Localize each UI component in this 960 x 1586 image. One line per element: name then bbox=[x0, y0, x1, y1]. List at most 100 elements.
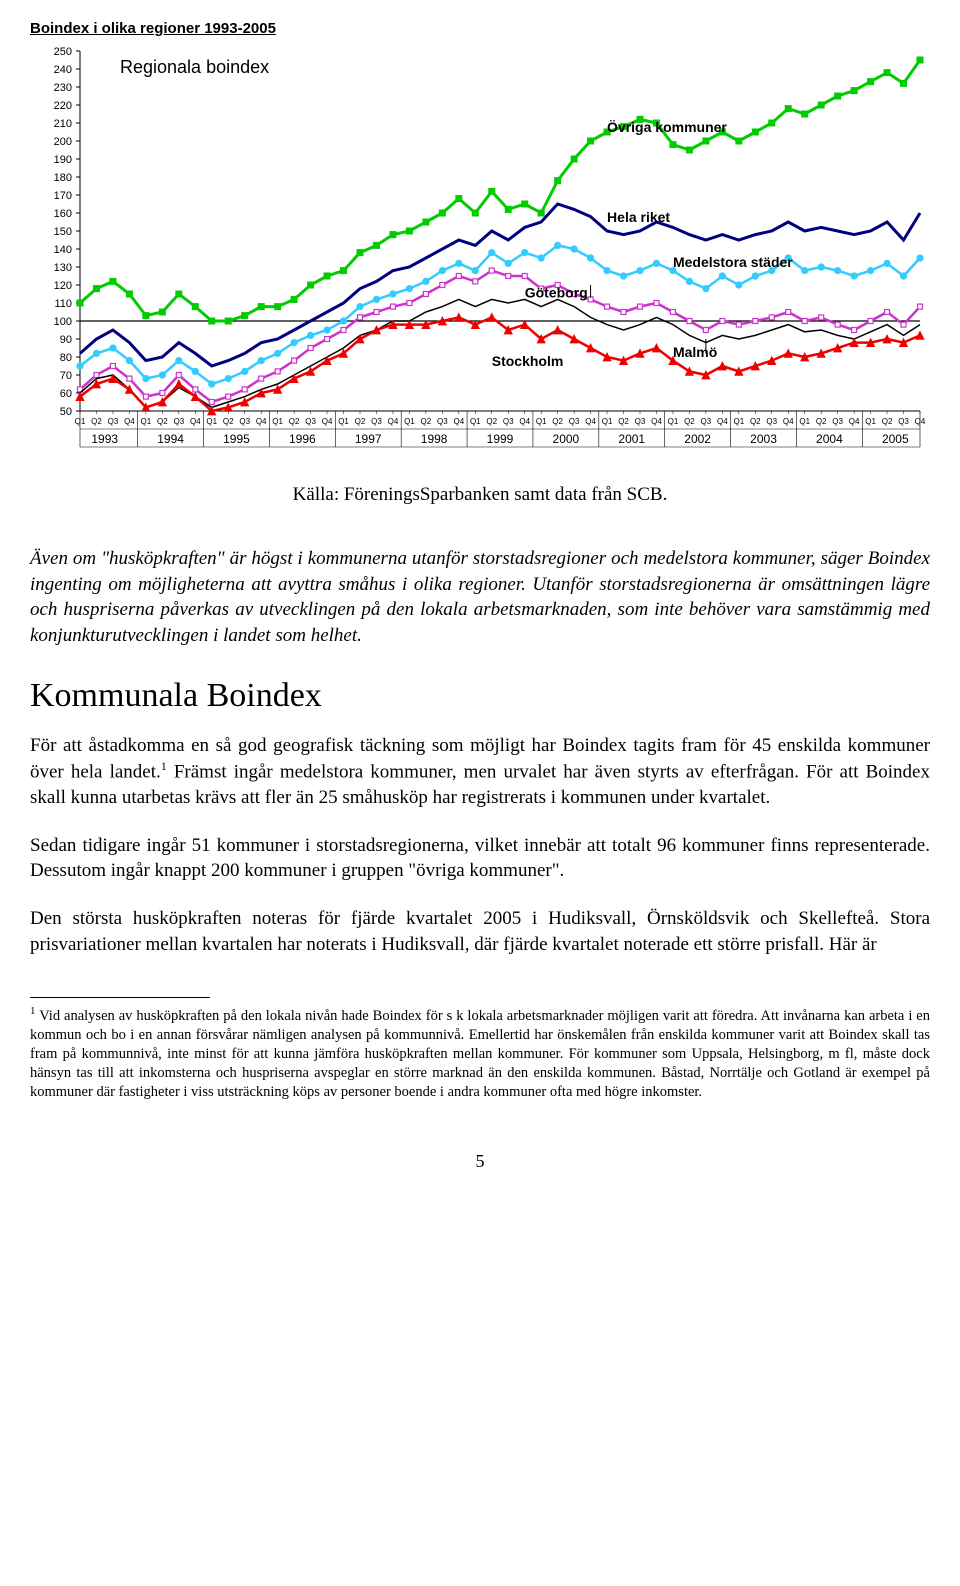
svg-text:Q2: Q2 bbox=[91, 417, 102, 426]
svg-text:50: 50 bbox=[60, 406, 72, 418]
svg-text:Q2: Q2 bbox=[421, 417, 432, 426]
chart-title: Boindex i olika regioner 1993-2005 bbox=[30, 20, 930, 37]
svg-text:Q2: Q2 bbox=[684, 417, 695, 426]
footnote-text: Vid analysen av husköpkraften på den lok… bbox=[30, 1008, 930, 1099]
svg-text:Q4: Q4 bbox=[322, 417, 333, 426]
svg-text:Q1: Q1 bbox=[338, 417, 349, 426]
svg-text:170: 170 bbox=[54, 190, 72, 202]
svg-text:Q4: Q4 bbox=[388, 417, 399, 426]
svg-text:Q4: Q4 bbox=[783, 417, 794, 426]
svg-text:Q3: Q3 bbox=[832, 417, 843, 426]
svg-text:100: 100 bbox=[54, 316, 72, 328]
svg-text:Medelstora städer: Medelstora städer bbox=[673, 254, 793, 270]
footnote-rule bbox=[30, 997, 210, 998]
svg-text:Q3: Q3 bbox=[766, 417, 777, 426]
svg-text:1995: 1995 bbox=[223, 432, 250, 446]
svg-text:Q4: Q4 bbox=[849, 417, 860, 426]
svg-text:Q1: Q1 bbox=[668, 417, 679, 426]
svg-text:Q3: Q3 bbox=[503, 417, 514, 426]
svg-text:1996: 1996 bbox=[289, 432, 316, 446]
svg-text:2005: 2005 bbox=[882, 432, 909, 446]
svg-text:Göteborg: Göteborg bbox=[525, 285, 588, 301]
svg-text:Q2: Q2 bbox=[816, 417, 827, 426]
svg-text:Q4: Q4 bbox=[256, 417, 267, 426]
svg-text:190: 190 bbox=[54, 154, 72, 166]
svg-text:Q3: Q3 bbox=[635, 417, 646, 426]
svg-text:Q1: Q1 bbox=[404, 417, 415, 426]
intro-italic-paragraph: Även om "husköpkraften" är högst i kommu… bbox=[30, 546, 930, 649]
svg-text:Q3: Q3 bbox=[305, 417, 316, 426]
svg-text:Q4: Q4 bbox=[585, 417, 596, 426]
svg-text:1993: 1993 bbox=[91, 432, 118, 446]
svg-text:110: 110 bbox=[54, 298, 72, 310]
svg-text:Q4: Q4 bbox=[453, 417, 464, 426]
svg-text:Q2: Q2 bbox=[618, 417, 629, 426]
svg-text:Q1: Q1 bbox=[206, 417, 217, 426]
svg-text:Q1: Q1 bbox=[602, 417, 613, 426]
svg-text:140: 140 bbox=[54, 244, 72, 256]
svg-text:Q1: Q1 bbox=[536, 417, 547, 426]
chart-svg: 5060708090100110120130140150160170180190… bbox=[30, 41, 930, 471]
svg-text:200: 200 bbox=[54, 136, 72, 148]
body-paragraph-3: Den största husköpkraften noteras för fj… bbox=[30, 906, 930, 957]
svg-text:Q2: Q2 bbox=[157, 417, 168, 426]
svg-text:Q3: Q3 bbox=[437, 417, 448, 426]
svg-text:220: 220 bbox=[54, 100, 72, 112]
svg-text:1998: 1998 bbox=[421, 432, 448, 446]
svg-text:Hela riket: Hela riket bbox=[607, 209, 670, 225]
svg-text:Q4: Q4 bbox=[190, 417, 201, 426]
body-paragraph-1: För att åstadkomma en så god geografisk … bbox=[30, 733, 930, 811]
chart-container: 5060708090100110120130140150160170180190… bbox=[30, 41, 930, 476]
svg-text:230: 230 bbox=[54, 82, 72, 94]
svg-text:Q4: Q4 bbox=[519, 417, 530, 426]
svg-text:160: 160 bbox=[54, 208, 72, 220]
svg-text:Övriga kommuner: Övriga kommuner bbox=[607, 119, 727, 135]
svg-text:Malmö: Malmö bbox=[673, 344, 717, 360]
svg-text:70: 70 bbox=[60, 370, 72, 382]
section-heading: Kommunala Boindex bbox=[30, 677, 930, 715]
svg-text:Q2: Q2 bbox=[289, 417, 300, 426]
svg-text:Q4: Q4 bbox=[717, 417, 728, 426]
page-number: 5 bbox=[30, 1151, 930, 1172]
svg-text:240: 240 bbox=[54, 64, 72, 76]
svg-text:Q3: Q3 bbox=[701, 417, 712, 426]
svg-text:2002: 2002 bbox=[684, 432, 711, 446]
body-paragraph-2: Sedan tidigare ingår 51 kommuner i stors… bbox=[30, 833, 930, 884]
svg-text:90: 90 bbox=[60, 334, 72, 346]
svg-text:Q1: Q1 bbox=[470, 417, 481, 426]
svg-text:Q2: Q2 bbox=[223, 417, 234, 426]
footnote-1: 1 Vid analysen av husköpkraften på den l… bbox=[30, 1004, 930, 1101]
svg-text:Q4: Q4 bbox=[651, 417, 662, 426]
svg-text:180: 180 bbox=[54, 172, 72, 184]
svg-text:Q3: Q3 bbox=[173, 417, 184, 426]
svg-text:250: 250 bbox=[54, 46, 72, 58]
chart-source: Källa: FöreningsSparbanken samt data frå… bbox=[30, 484, 930, 506]
svg-text:210: 210 bbox=[54, 118, 72, 130]
footnote-num: 1 bbox=[30, 1005, 36, 1017]
svg-text:Q3: Q3 bbox=[898, 417, 909, 426]
svg-text:80: 80 bbox=[60, 352, 72, 364]
svg-text:1994: 1994 bbox=[157, 432, 184, 446]
svg-text:60: 60 bbox=[60, 388, 72, 400]
svg-text:Q3: Q3 bbox=[239, 417, 250, 426]
svg-text:Stockholm: Stockholm bbox=[492, 353, 564, 369]
svg-text:130: 130 bbox=[54, 262, 72, 274]
svg-text:Q4: Q4 bbox=[124, 417, 135, 426]
svg-text:Regionala boindex: Regionala boindex bbox=[120, 57, 269, 77]
svg-text:120: 120 bbox=[54, 280, 72, 292]
svg-text:Q2: Q2 bbox=[552, 417, 563, 426]
svg-text:Q1: Q1 bbox=[733, 417, 744, 426]
svg-text:1997: 1997 bbox=[355, 432, 382, 446]
svg-text:Q1: Q1 bbox=[799, 417, 810, 426]
svg-text:1999: 1999 bbox=[487, 432, 514, 446]
svg-text:Q1: Q1 bbox=[865, 417, 876, 426]
svg-text:Q2: Q2 bbox=[486, 417, 497, 426]
svg-text:2003: 2003 bbox=[750, 432, 777, 446]
svg-text:2000: 2000 bbox=[553, 432, 580, 446]
svg-text:Q3: Q3 bbox=[108, 417, 119, 426]
svg-text:Q2: Q2 bbox=[882, 417, 893, 426]
svg-text:Q3: Q3 bbox=[371, 417, 382, 426]
svg-text:2001: 2001 bbox=[618, 432, 645, 446]
svg-text:2004: 2004 bbox=[816, 432, 843, 446]
svg-text:Q1: Q1 bbox=[141, 417, 152, 426]
